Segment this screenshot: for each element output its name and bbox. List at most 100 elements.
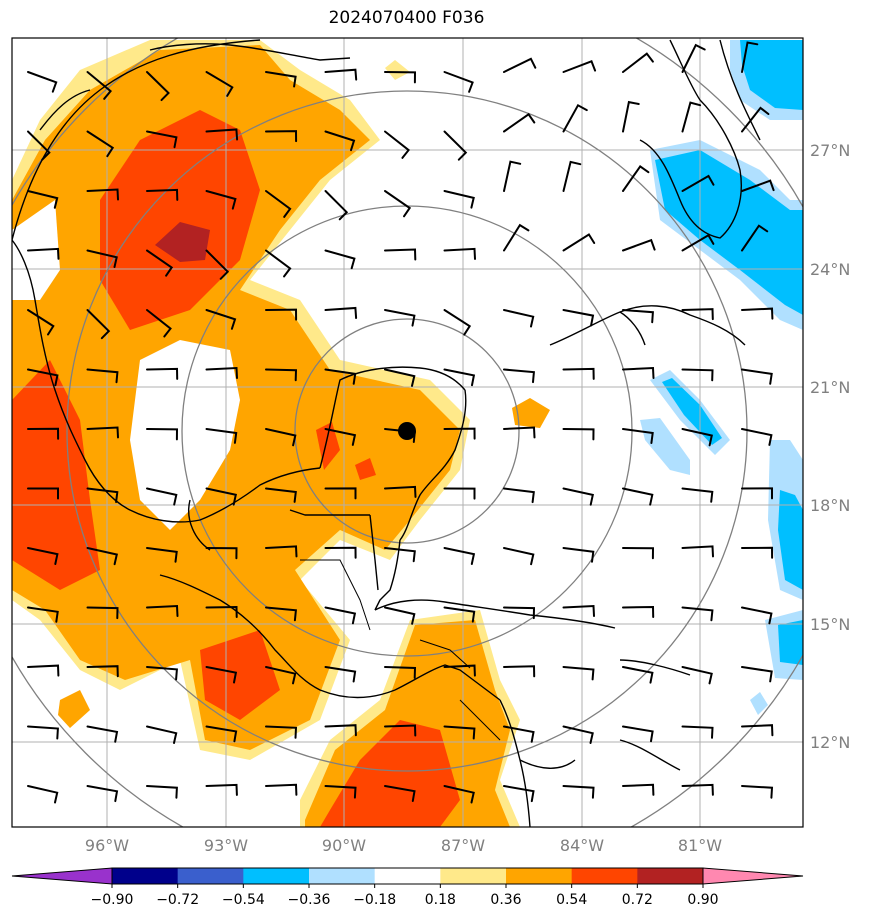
colorbar-label: −0.18	[353, 892, 396, 908]
colorbar-label: −0.36	[288, 892, 331, 908]
longitude-labels: 96°W 93°W 90°W 87°W 84°W 81°W	[85, 836, 722, 855]
wind-barb	[741, 606, 773, 625]
wind-barb	[205, 366, 238, 379]
wind-barbs	[27, 41, 775, 804]
wind-barb	[205, 487, 237, 506]
lat-label: 15°N	[810, 615, 850, 634]
wind-barb	[562, 785, 595, 799]
colorbar-segment	[112, 868, 179, 884]
wind-barb	[146, 604, 179, 617]
wind-barb	[146, 725, 178, 744]
wind-barb	[443, 785, 475, 804]
map-title: 2024070400 F036	[328, 8, 485, 28]
wind-barb	[205, 725, 238, 743]
wind-barb	[443, 487, 476, 500]
wind-barb	[622, 165, 650, 192]
wind-barb	[443, 368, 476, 387]
positive-anomaly-shading	[12, 40, 550, 827]
wind-barb	[741, 428, 773, 446]
latitude-labels: 27°N 24°N 21°N 18°N 15°N 12°N	[810, 141, 850, 752]
wind-barb	[681, 606, 714, 622]
wind-barb	[265, 71, 297, 88]
wind-barb	[741, 41, 759, 73]
wind-barb	[265, 308, 298, 321]
lon-label: 87°W	[441, 836, 485, 855]
borders	[300, 559, 501, 741]
wind-barb	[265, 487, 297, 503]
wind-barb	[86, 665, 119, 678]
wind-barb	[622, 783, 655, 796]
colorbar-extend-low	[11, 867, 113, 885]
lon-label: 81°W	[678, 836, 722, 855]
wind-barb	[384, 368, 416, 387]
wind-barb	[681, 308, 714, 321]
wind-barb	[681, 428, 713, 447]
wind-barb	[681, 783, 714, 796]
negative-anomaly-shading	[640, 40, 803, 715]
wind-barb	[562, 725, 594, 744]
wind-barb	[503, 785, 535, 803]
wind-barb	[27, 71, 58, 93]
lat-label: 27°N	[810, 141, 850, 160]
wind-barb	[146, 188, 179, 201]
wind-barb	[205, 783, 238, 796]
wind-barb	[324, 546, 357, 559]
wind-barb	[384, 606, 416, 625]
wind-barb	[443, 725, 476, 740]
wind-barb	[324, 306, 358, 319]
wind-barb	[205, 605, 238, 618]
wind-barb	[562, 604, 595, 617]
wind-barb	[503, 309, 535, 328]
wind-barb	[443, 427, 476, 440]
wind-barb	[622, 52, 654, 73]
wind-barb	[324, 606, 357, 625]
wind-barb	[681, 545, 714, 558]
wind-barb	[86, 547, 118, 566]
wind-barb	[265, 606, 297, 622]
colorbar-label: 0.54	[556, 892, 587, 908]
wind-barb	[622, 547, 655, 560]
wind-barb	[86, 130, 115, 158]
wind-barb	[562, 309, 595, 327]
wind-barb	[324, 487, 357, 500]
wind-barb	[503, 57, 537, 73]
wind-barb	[384, 724, 417, 737]
wind-barb	[503, 665, 536, 678]
wind-barb	[562, 367, 595, 380]
coastlines	[12, 39, 761, 827]
wind-barb	[503, 606, 536, 620]
wind-barb	[681, 487, 714, 503]
wind-barb	[86, 606, 119, 620]
colorbar-segment	[177, 868, 244, 884]
colorbar-outline	[111, 867, 704, 885]
lon-label: 96°W	[85, 836, 129, 855]
wind-barb	[622, 725, 654, 743]
wind-barb	[443, 309, 472, 336]
wind-barb	[205, 249, 230, 280]
storm-center-marker	[398, 422, 416, 440]
wind-barb	[562, 666, 595, 681]
wind-barb	[265, 545, 298, 558]
wind-barb	[205, 128, 239, 141]
wind-barb	[86, 368, 119, 384]
wind-barb	[622, 366, 655, 379]
wind-barb	[443, 664, 476, 677]
wind-barb	[622, 428, 654, 444]
wind-barb	[205, 190, 237, 210]
colorbar-extend-high	[702, 867, 804, 885]
wind-barb	[384, 248, 417, 261]
wind-barb	[384, 547, 416, 563]
wind-barb	[265, 428, 297, 447]
colorbar-label: −0.72	[156, 892, 199, 908]
wind-barb	[443, 71, 474, 93]
lat-label: 24°N	[810, 260, 850, 279]
wind-barb	[146, 71, 170, 102]
colorbar-label: −0.54	[222, 892, 265, 908]
wind-barb	[741, 179, 775, 192]
wind-barb	[562, 160, 582, 192]
wind-barb	[27, 130, 51, 161]
wind-barb	[86, 309, 111, 340]
lon-label: 84°W	[560, 836, 604, 855]
wind-barb	[205, 309, 237, 330]
